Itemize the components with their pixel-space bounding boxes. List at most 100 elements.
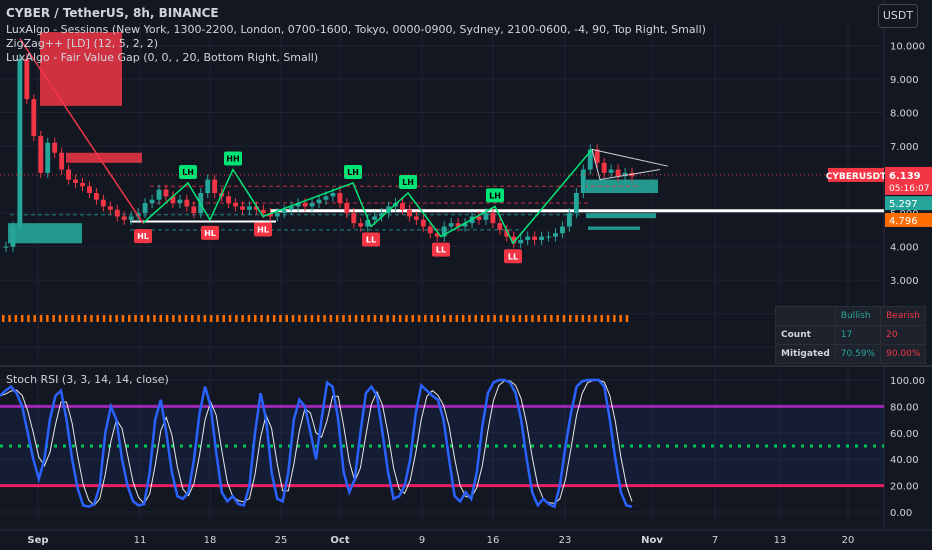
wedge-lines <box>591 148 669 181</box>
zigzag-indicator-legend[interactable]: ZigZag++ [LD] (12, 5, 2, 2) <box>6 37 158 50</box>
candle-body <box>247 206 252 210</box>
candle-body <box>476 216 482 220</box>
time-tick-label: 16 <box>487 535 500 546</box>
candle-body <box>497 223 503 230</box>
session-mark <box>222 315 225 322</box>
session-mark <box>128 315 131 322</box>
session-mark <box>165 315 169 322</box>
candle-body <box>302 203 308 207</box>
session-mark <box>518 315 522 322</box>
session-mark <box>304 315 307 322</box>
fvg-indicator-legend[interactable]: LuxAlgo - Fair Value Gap (0, 0, , 20, Bo… <box>6 51 319 64</box>
candle-body <box>434 233 440 237</box>
candle-body <box>212 179 218 193</box>
session-mark <box>291 315 295 322</box>
candle-body <box>170 196 176 204</box>
candle-body <box>114 209 120 217</box>
price-panel[interactable]: HL LH HL HH HL LH LL LH LL LH LL <box>0 32 884 322</box>
axes: 10.0009.0008.0007.0005.0004.0003.0002.00… <box>27 41 932 546</box>
session-mark <box>443 315 446 322</box>
session-mark <box>241 315 244 322</box>
candle-body <box>191 206 197 214</box>
last-price-badge <box>885 166 932 195</box>
session-mark <box>512 315 515 322</box>
pivot-label: HL <box>257 225 269 234</box>
symbol-badge-label: CYBERUSDT <box>826 172 887 182</box>
session-mark <box>613 315 616 322</box>
time-tick-label: 23 <box>559 535 572 546</box>
stoch-rsi-legend[interactable]: Stoch RSI (3, 3, 14, 14, close) <box>6 373 169 386</box>
session-mark <box>77 315 81 322</box>
pivot-label: LL <box>508 252 518 261</box>
session-mark <box>254 315 257 322</box>
session-mark <box>228 315 232 322</box>
candle-body <box>323 196 329 200</box>
fvg-bullish-box <box>8 223 82 244</box>
fvg-stats-table: Bullish Bearish Count 17 20 Mitigated 70… <box>775 306 927 364</box>
pivot-label: LH <box>182 168 194 177</box>
session-mark <box>272 315 276 322</box>
symbol-badge <box>828 167 884 182</box>
symbol-legend[interactable]: CYBER / TetherUS, 8h, BINANCE <box>6 6 219 20</box>
session-mark <box>235 315 238 322</box>
pivot-label-box <box>362 232 380 247</box>
session-mark <box>260 315 263 322</box>
candle-body <box>87 186 92 193</box>
session-mark <box>600 315 603 322</box>
mitigated-bullish: 70.59% <box>834 344 882 364</box>
candle-body <box>309 203 315 207</box>
time-tick-label: 13 <box>774 535 787 546</box>
session-mark <box>27 315 30 322</box>
candle-body <box>413 216 419 220</box>
candle-body <box>546 236 551 238</box>
candle-body <box>427 226 433 234</box>
session-mark <box>140 315 144 322</box>
candle-body <box>24 58 30 100</box>
session-mark <box>361 315 364 322</box>
candle-body <box>128 216 134 220</box>
session-mark <box>524 315 528 322</box>
candle-body <box>163 189 169 197</box>
sessions-indicator-legend[interactable]: LuxAlgo - Sessions (New York, 1300-2200,… <box>6 23 706 36</box>
candle-body <box>622 172 628 177</box>
session-mark <box>606 315 610 322</box>
session-mark <box>367 315 370 322</box>
pivot-label-box <box>344 164 362 179</box>
candle-body <box>142 203 148 214</box>
candle-body <box>358 223 364 227</box>
candle-body <box>441 226 447 237</box>
session-mark <box>329 315 333 322</box>
time-tick-label: 11 <box>134 535 147 546</box>
price-tick-label: 4.000 <box>890 243 919 254</box>
row-count-label: Count <box>775 325 836 345</box>
candle-body <box>177 199 183 204</box>
session-mark <box>298 315 301 322</box>
candle-body <box>226 196 232 204</box>
session-mark <box>430 315 433 322</box>
session-mark <box>14 315 18 322</box>
candle-body <box>281 209 287 214</box>
candle-body <box>560 226 565 234</box>
candle-body <box>448 223 454 227</box>
session-mark <box>619 315 622 322</box>
candle-body <box>379 213 385 217</box>
col-bullish-header: Bullish <box>834 306 882 326</box>
time-tick-label: Oct <box>330 535 349 546</box>
pivot-label-box <box>254 222 272 237</box>
candle-body <box>587 149 593 170</box>
pivot-label-box <box>399 175 417 189</box>
candle-body <box>615 169 621 177</box>
rsi-tick-label: 100.00 <box>890 376 925 387</box>
candle-body <box>17 58 23 227</box>
session-mark <box>266 315 270 322</box>
session-mark <box>146 315 150 322</box>
count-bullish: 17 <box>834 325 882 345</box>
session-mark <box>172 315 175 322</box>
stoch-rsi-panel[interactable] <box>0 378 884 509</box>
session-mark <box>411 315 414 322</box>
quote-currency-button[interactable]: USDT <box>878 4 918 28</box>
candle-body <box>100 199 106 207</box>
candle-body <box>532 236 538 240</box>
session-mark <box>342 315 345 322</box>
